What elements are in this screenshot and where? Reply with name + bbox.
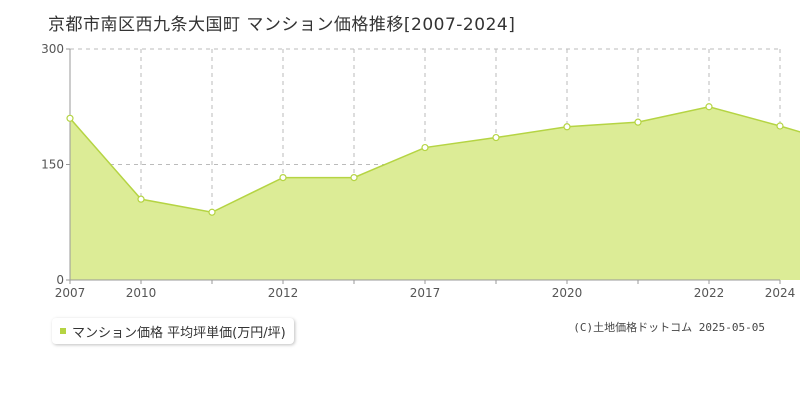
legend-marker <box>60 328 66 334</box>
data-point <box>634 118 642 126</box>
series-area <box>70 106 800 280</box>
copyright-source: (C)土地価格ドットコム 2025-05-05 <box>573 321 765 334</box>
data-point <box>208 208 216 216</box>
x-tick-label: 2007 <box>55 286 86 300</box>
data-point <box>705 103 713 111</box>
series-line <box>69 105 800 214</box>
data-point <box>137 195 145 203</box>
x-tick-label: 2012 <box>268 286 299 300</box>
y-tick-label: 150 <box>41 158 64 172</box>
data-point <box>776 122 784 130</box>
chart-title: 京都市南区西九条大国町 マンション価格推移[2007-2024] <box>48 15 516 35</box>
data-point <box>279 173 287 182</box>
x-tick-label: 2017 <box>410 286 441 300</box>
legend-label: マンション価格 平均坪単価(万円/坪) <box>72 325 286 341</box>
data-point <box>66 114 74 122</box>
data-point <box>350 173 358 182</box>
chart-legend: マンション価格 平均坪単価(万円/坪) <box>52 318 294 344</box>
data-point <box>421 143 429 152</box>
x-tick-label: 2024 <box>765 286 796 300</box>
y-tick-label: 0 <box>56 273 64 287</box>
data-point <box>492 133 500 142</box>
x-tick-label: 2020 <box>552 286 583 300</box>
data-point <box>563 123 571 131</box>
x-tick-label: 2022 <box>694 286 725 300</box>
y-tick-label: 300 <box>41 42 64 56</box>
x-tick-label: 2010 <box>126 286 157 300</box>
